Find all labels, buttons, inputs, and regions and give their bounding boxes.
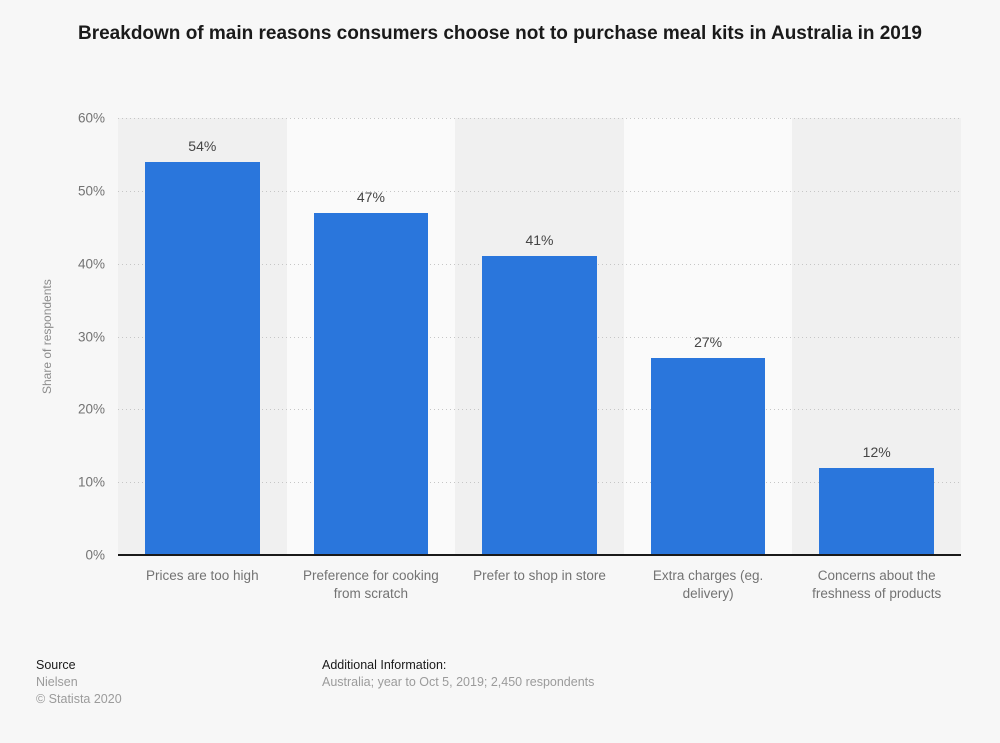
category-label-1: Prices are too high xyxy=(146,568,259,583)
copyright: © Statista 2020 xyxy=(36,692,122,706)
plot-area: 54% 47% 41% 27% 12% xyxy=(118,118,961,556)
data-label-5: 12% xyxy=(862,443,891,460)
chart-title: Breakdown of main reasons consumers choo… xyxy=(78,23,922,44)
category-band-5: 12% xyxy=(792,118,961,555)
bar-2 xyxy=(313,212,429,555)
category-band-2: 47% xyxy=(286,118,456,555)
y-tick-label-10: 10% xyxy=(77,474,105,490)
category-bands: 54% 47% 41% 27% 12% xyxy=(118,118,961,555)
additional-info-block: Additional Information: Australia; year … xyxy=(322,657,594,691)
x-axis-labels: Prices are too high Preference for cookin… xyxy=(118,567,961,602)
bar-4 xyxy=(650,358,766,555)
category-band-4: 27% xyxy=(623,118,793,555)
y-axis-ticks: 0% 10% 20% 30% 40% 50% 60% xyxy=(0,111,105,563)
category-label-3: Prefer to shop in store xyxy=(473,568,606,583)
bar-5 xyxy=(819,467,934,555)
x-axis-line xyxy=(118,554,961,556)
y-tick-label-50: 50% xyxy=(77,183,105,199)
additional-info-label: Additional Information: xyxy=(322,658,447,672)
data-label-2: 47% xyxy=(356,188,385,205)
category-label-5: Concerns about the freshness of products xyxy=(812,568,942,601)
y-tick-label-40: 40% xyxy=(77,256,105,272)
y-tick-label-30: 30% xyxy=(77,329,105,344)
bar-1 xyxy=(144,161,260,555)
y-tick-label-60: 60% xyxy=(77,110,105,126)
category-label-4: Extra charges (eg. delivery) xyxy=(652,568,764,601)
category-band-3: 41% xyxy=(455,118,624,555)
y-tick-label-20: 20% xyxy=(77,401,105,417)
y-tick-label-0: 0% xyxy=(85,547,105,563)
additional-info-value: Australia; year to Oct 5, 2019; 2,450 re… xyxy=(322,675,595,689)
data-label-1: 54% xyxy=(188,137,217,154)
data-label-3: 41% xyxy=(525,232,554,249)
category-label-2: Preference for cooking from scratch xyxy=(302,568,439,601)
bar-3 xyxy=(482,256,597,555)
source-block: Source Nielsen © Statista 2020 xyxy=(36,657,122,708)
data-label-4: 27% xyxy=(694,334,723,351)
source-value: Nielsen xyxy=(36,675,78,689)
category-band-1: 54% xyxy=(118,118,287,555)
source-label: Source xyxy=(36,658,76,672)
